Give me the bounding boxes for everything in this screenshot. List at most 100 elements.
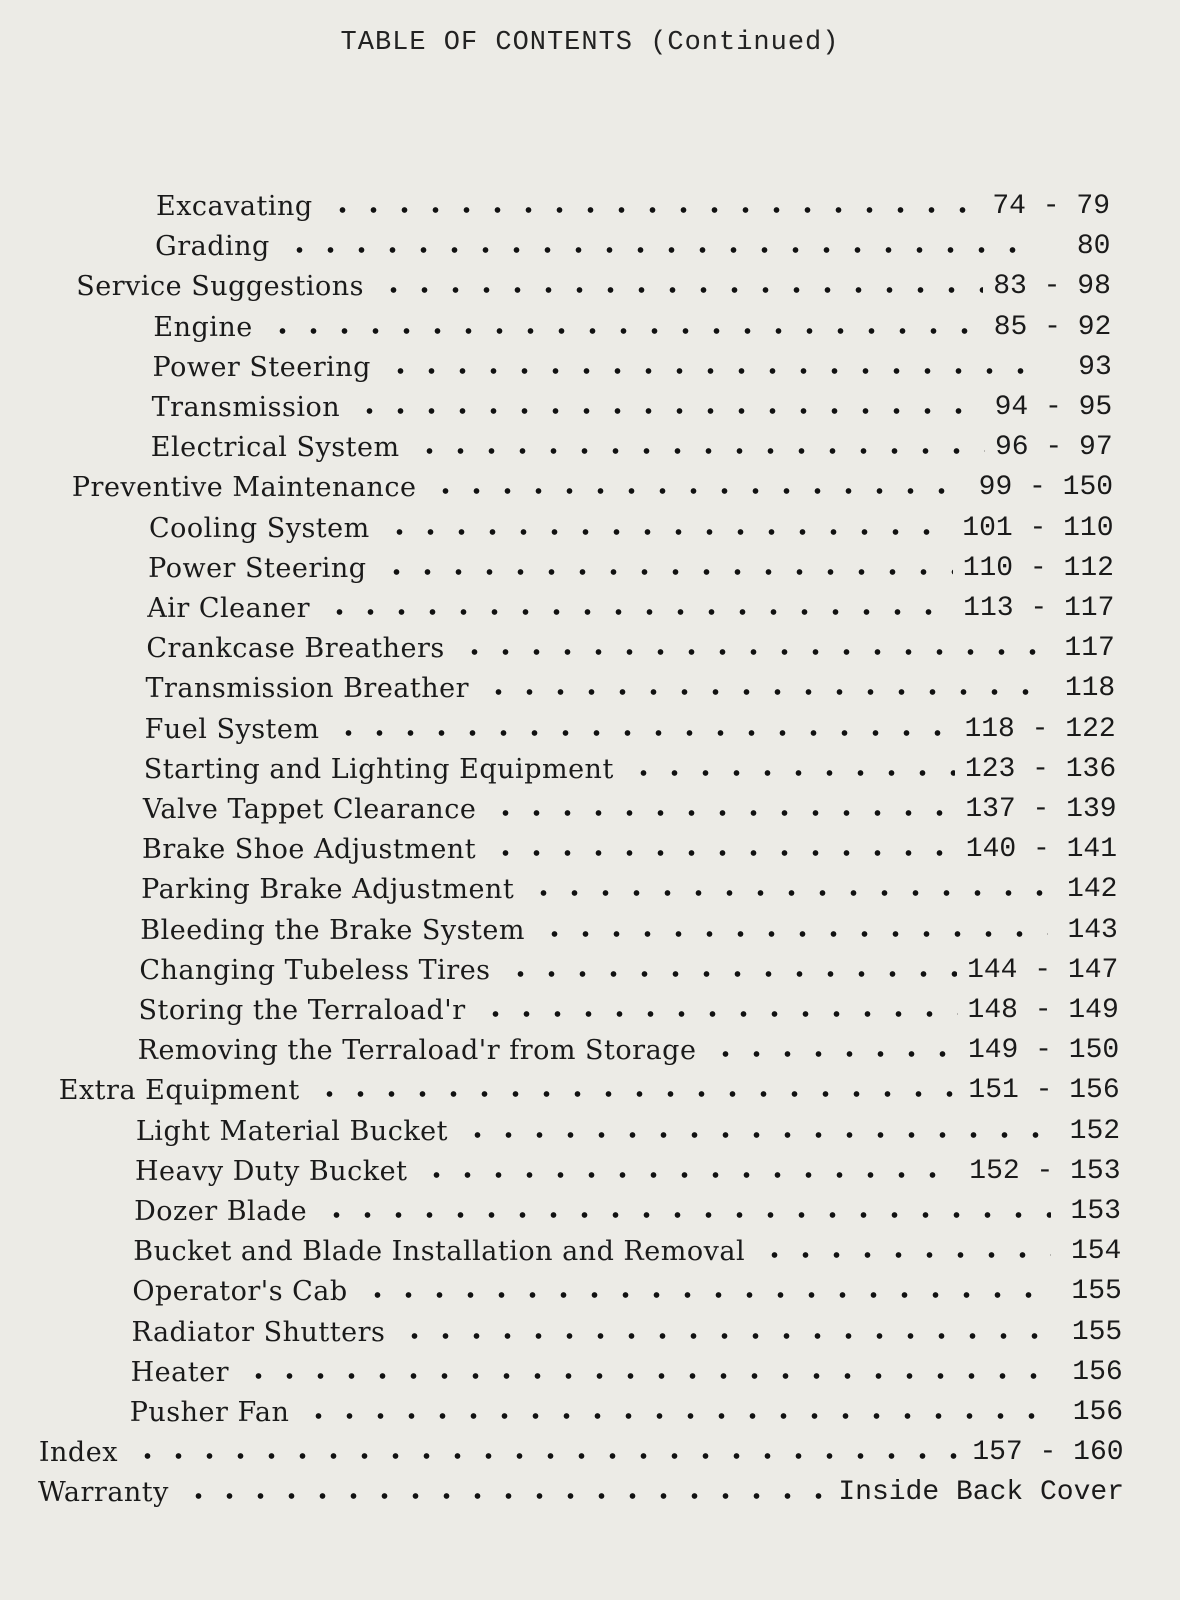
dot-leader (479, 1011, 958, 1017)
entry-title: Changing Tubeless Tires (139, 954, 491, 986)
dot-leader (490, 850, 956, 857)
toc-entry: Grading 80 (155, 222, 1110, 262)
entry-title: Preventive Maintenance (71, 472, 417, 504)
dot-leader (458, 649, 1045, 656)
dot-leader (759, 1252, 1052, 1259)
toc-entry: Index 157 - 160 (39, 1428, 1124, 1468)
toc-entry: Engine 85 - 92 (153, 303, 1111, 343)
toc-entry: Crankcase Breathers 117 (146, 624, 1114, 664)
toc-entry: Dozer Blade 153 (134, 1187, 1121, 1227)
toc-entry: Preventive Maintenance 99 - 150 (72, 463, 1113, 503)
entry-page: 152 - 153 (969, 1155, 1121, 1187)
entry-page: 93 (1078, 351, 1112, 383)
entry-title: Heavy Duty Bucket (135, 1155, 408, 1187)
entry-page: Inside Back Cover (838, 1477, 1124, 1509)
toc-entry: Pusher Fan 156 (130, 1388, 1123, 1428)
dot-leader (383, 528, 953, 535)
dot-leader (627, 769, 955, 776)
entry-page: 144 - 147 (967, 954, 1119, 986)
entry-title: Crankcase Breathers (146, 633, 445, 665)
entry-title: Warranty (38, 1477, 169, 1509)
toc-entry: Heater 156 (131, 1348, 1123, 1388)
toc-entry: Operator's Cab 155 (132, 1267, 1121, 1307)
entry-page: 96 - 97 (995, 432, 1113, 464)
toc-entry: Parking Brake Adjustment 142 (141, 865, 1117, 905)
toc-entry: Bleeding the Brake System 143 (140, 906, 1118, 946)
entry-title: Operator's Cab (132, 1276, 348, 1308)
entry-page: 151 - 156 (968, 1075, 1120, 1107)
entry-title: Power Steering (152, 351, 371, 383)
entry-title: Dozer Blade (134, 1196, 308, 1227)
entry-page: 99 - 150 (978, 472, 1114, 504)
entry-page: 153 (1070, 1196, 1121, 1227)
dot-leader (504, 970, 958, 977)
entry-page: 142 (1067, 874, 1118, 906)
toc-entry: Heavy Duty Bucket 152 - 153 (135, 1147, 1121, 1187)
entry-page: 101 - 110 (962, 512, 1114, 544)
toc-entry: Service Suggestions 83 - 98 (76, 262, 1111, 302)
entry-title: Pusher Fan (129, 1397, 290, 1428)
toc-entry: Valve Tappet Clearance 137 - 139 (143, 785, 1117, 825)
dot-leader (490, 810, 956, 816)
dot-leader (131, 1453, 963, 1460)
toc-entry: Air Cleaner 113 - 117 (147, 584, 1114, 624)
dot-leader (283, 247, 1041, 254)
toc-entry: Starting and Lighting Equipment 123 - 136 (144, 745, 1116, 785)
entry-page: 74 - 79 (992, 191, 1110, 222)
entry-title: Parking Brake Adjustment (141, 874, 515, 906)
entry-title: Excavating (156, 191, 313, 222)
entry-title: Service Suggestions (76, 271, 364, 303)
entry-title: Cooling System (149, 512, 370, 544)
entry-page: 118 (1064, 673, 1116, 705)
toc-entry: Warranty Inside Back Cover (38, 1468, 1124, 1508)
dot-leader (182, 1493, 829, 1500)
entry-page: 155 (1071, 1276, 1122, 1308)
entry-title: Air Cleaner (147, 593, 311, 624)
dot-leader (313, 1091, 959, 1098)
entry-title: Light Material Bucket (135, 1115, 449, 1147)
dot-leader (710, 1051, 958, 1058)
entry-title: Heater (130, 1356, 229, 1388)
dot-leader (483, 689, 1046, 696)
entry-page: 118 - 122 (964, 713, 1116, 745)
entry-page: 117 (1064, 633, 1115, 665)
toc-entry: Excavating 74 - 79 (156, 182, 1110, 222)
entry-page: 113 - 117 (963, 593, 1115, 624)
dot-leader (384, 367, 1042, 374)
dot-leader (413, 448, 985, 455)
toc-entry: Electrical System 96 - 97 (151, 423, 1113, 463)
entry-page: 154 (1070, 1236, 1122, 1268)
entry-title: Radiator Shutters (131, 1316, 386, 1348)
entry-page: 94 - 95 (994, 392, 1113, 423)
dot-leader (421, 1171, 960, 1178)
dot-leader (354, 408, 985, 414)
dot-leader (399, 1332, 1053, 1339)
dot-leader (430, 488, 969, 495)
dot-leader (361, 1292, 1052, 1299)
toc-entry: Extra Equipment 151 - 156 (59, 1066, 1120, 1106)
entry-page: 143 (1067, 914, 1118, 946)
entry-title: Storing the Terraload'r (138, 995, 466, 1026)
dot-leader (324, 609, 954, 615)
entry-title: Valve Tappet Clearance (142, 794, 477, 825)
entry-page: 110 - 112 (962, 552, 1114, 584)
entry-title: Bleeding the Brake System (140, 914, 525, 946)
toc-entry: Radiator Shutters 155 (132, 1308, 1123, 1348)
dot-leader (462, 1131, 1051, 1138)
entry-page: 137 - 139 (965, 794, 1117, 825)
entry-page: 123 - 136 (964, 753, 1117, 785)
dot-leader (538, 930, 1048, 937)
entry-page: 83 - 98 (993, 271, 1111, 303)
toc-entry: Cooling System 101 - 110 (149, 504, 1114, 544)
entry-page: 85 - 92 (993, 311, 1112, 343)
toc-entry: Brake Shoe Adjustment 140 - 141 (142, 825, 1117, 865)
toc-entry: Transmission Breather 118 (146, 664, 1116, 704)
toc-entry: Power Steering 93 (153, 343, 1112, 383)
dot-leader (242, 1372, 1053, 1379)
entry-title: Power Steering (148, 552, 367, 584)
entry-title: Bucket and Blade Installation and Remova… (133, 1236, 746, 1268)
entry-page: 80 (1076, 231, 1111, 263)
entry-title: Brake Shoe Adjustment (142, 834, 477, 866)
entry-page: 156 (1072, 1397, 1124, 1428)
entry-page: 157 - 160 (972, 1437, 1124, 1469)
